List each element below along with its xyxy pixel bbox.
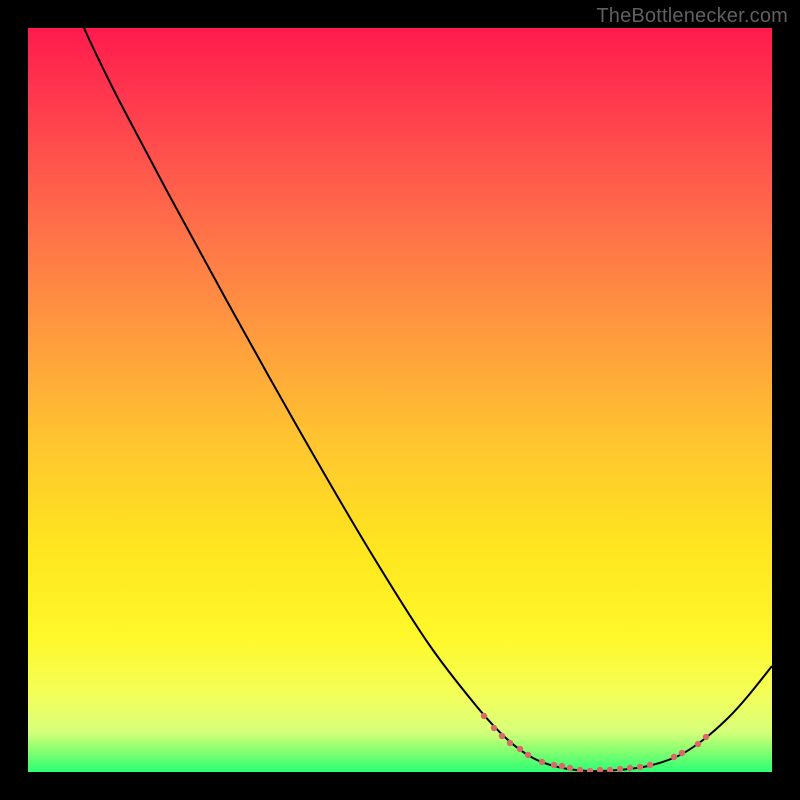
highlight-dot [637, 764, 643, 770]
highlight-dot [491, 725, 497, 731]
highlight-dot [539, 759, 545, 765]
highlight-dot [647, 762, 653, 768]
highlight-dot [679, 750, 685, 756]
highlight-dot [671, 754, 677, 760]
bottleneck-chart [28, 28, 772, 772]
highlight-dot [627, 765, 633, 771]
watermark-text: TheBottlenecker.com [596, 5, 788, 28]
highlight-dot [525, 752, 531, 758]
chart-container [28, 28, 772, 772]
highlight-dot [481, 713, 487, 719]
highlight-dot [703, 734, 709, 740]
highlight-dot [617, 766, 623, 772]
highlight-dot [695, 741, 701, 747]
highlight-dot [567, 765, 573, 771]
highlight-dot [507, 740, 513, 746]
highlight-dot [551, 762, 557, 768]
highlight-dot [559, 763, 565, 769]
highlight-dot [499, 733, 505, 739]
highlight-dot [517, 746, 523, 752]
